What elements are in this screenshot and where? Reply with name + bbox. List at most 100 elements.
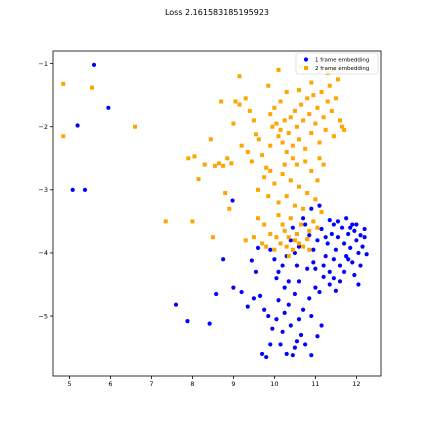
data-point <box>284 244 289 249</box>
data-point <box>237 74 242 79</box>
data-point <box>276 269 281 274</box>
data-point <box>294 162 299 167</box>
data-point <box>292 238 297 243</box>
data-point <box>243 96 248 101</box>
x-tick-label: 5 <box>67 380 71 388</box>
data-point <box>257 293 263 298</box>
data-point <box>82 187 88 192</box>
data-point <box>313 121 318 126</box>
data-point <box>352 272 357 278</box>
data-point <box>280 140 285 145</box>
data-point <box>272 105 277 110</box>
data-point <box>280 172 285 177</box>
data-point <box>319 226 324 232</box>
data-point <box>260 351 265 357</box>
data-point <box>106 105 111 110</box>
data-point <box>309 313 314 319</box>
y-tick-label: −3 <box>38 186 48 194</box>
data-point <box>276 213 281 218</box>
data-point <box>290 143 295 148</box>
data-point <box>333 247 338 252</box>
data-point <box>266 313 271 319</box>
data-point <box>346 231 351 237</box>
data-point <box>280 222 285 227</box>
data-point <box>335 235 341 240</box>
data-point <box>315 238 320 243</box>
data-point <box>348 245 353 250</box>
data-point <box>358 263 363 268</box>
data-point <box>163 219 168 224</box>
data-point <box>307 112 312 117</box>
data-point <box>268 168 273 173</box>
data-point <box>61 81 66 86</box>
data-point <box>262 307 267 312</box>
data-point <box>354 238 359 243</box>
data-point <box>319 209 324 214</box>
data-point <box>296 279 302 284</box>
data-point <box>299 102 304 107</box>
legend-box <box>295 52 379 75</box>
data-point <box>282 285 287 290</box>
data-point <box>290 247 295 252</box>
data-point <box>325 99 330 104</box>
data-point <box>286 279 291 284</box>
data-point <box>305 237 310 242</box>
data-point <box>268 247 273 252</box>
data-point <box>253 269 259 274</box>
data-point <box>186 156 191 161</box>
data-point <box>290 156 295 161</box>
data-point <box>221 257 226 262</box>
data-point <box>288 178 293 183</box>
data-point <box>264 165 269 170</box>
data-point <box>305 96 310 101</box>
legend-label: 2 frame embedding <box>315 66 369 72</box>
legend: 1 frame embedding 2 frame embedding <box>295 52 379 75</box>
data-point <box>303 159 308 164</box>
data-point <box>323 127 328 132</box>
data-point <box>292 250 297 256</box>
data-point <box>299 222 304 227</box>
data-point <box>321 274 326 280</box>
data-point <box>362 235 367 240</box>
data-point <box>262 175 267 180</box>
data-point <box>305 190 310 195</box>
data-point <box>280 263 285 268</box>
x-tick-label: 9 <box>231 380 235 388</box>
data-point <box>212 163 217 168</box>
data-point <box>358 233 363 238</box>
data-point <box>331 222 336 227</box>
data-point <box>325 241 330 246</box>
data-point <box>303 222 308 227</box>
data-point <box>251 118 256 123</box>
data-point <box>223 190 228 195</box>
data-point <box>202 162 207 167</box>
data-point <box>327 218 332 223</box>
data-point <box>245 304 250 309</box>
data-point <box>317 203 322 208</box>
data-point <box>307 296 312 301</box>
data-point <box>75 123 80 128</box>
data-point <box>311 219 316 224</box>
data-point <box>342 127 347 132</box>
data-point <box>301 244 306 249</box>
data-point <box>270 326 275 331</box>
data-point <box>268 143 273 148</box>
data-point <box>319 323 324 328</box>
data-point <box>301 216 306 221</box>
data-point <box>266 194 271 199</box>
data-point <box>311 247 316 252</box>
data-point <box>286 302 291 307</box>
data-point <box>292 291 297 297</box>
data-point <box>340 124 345 129</box>
data-point <box>231 121 236 126</box>
data-point <box>256 216 260 221</box>
data-point <box>331 257 336 262</box>
data-point <box>276 67 281 72</box>
data-point <box>303 342 308 347</box>
data-point <box>313 197 318 202</box>
data-point <box>344 253 349 259</box>
data-point <box>333 96 338 101</box>
data-point <box>331 134 336 139</box>
data-point <box>219 99 224 104</box>
data-point <box>185 318 190 324</box>
